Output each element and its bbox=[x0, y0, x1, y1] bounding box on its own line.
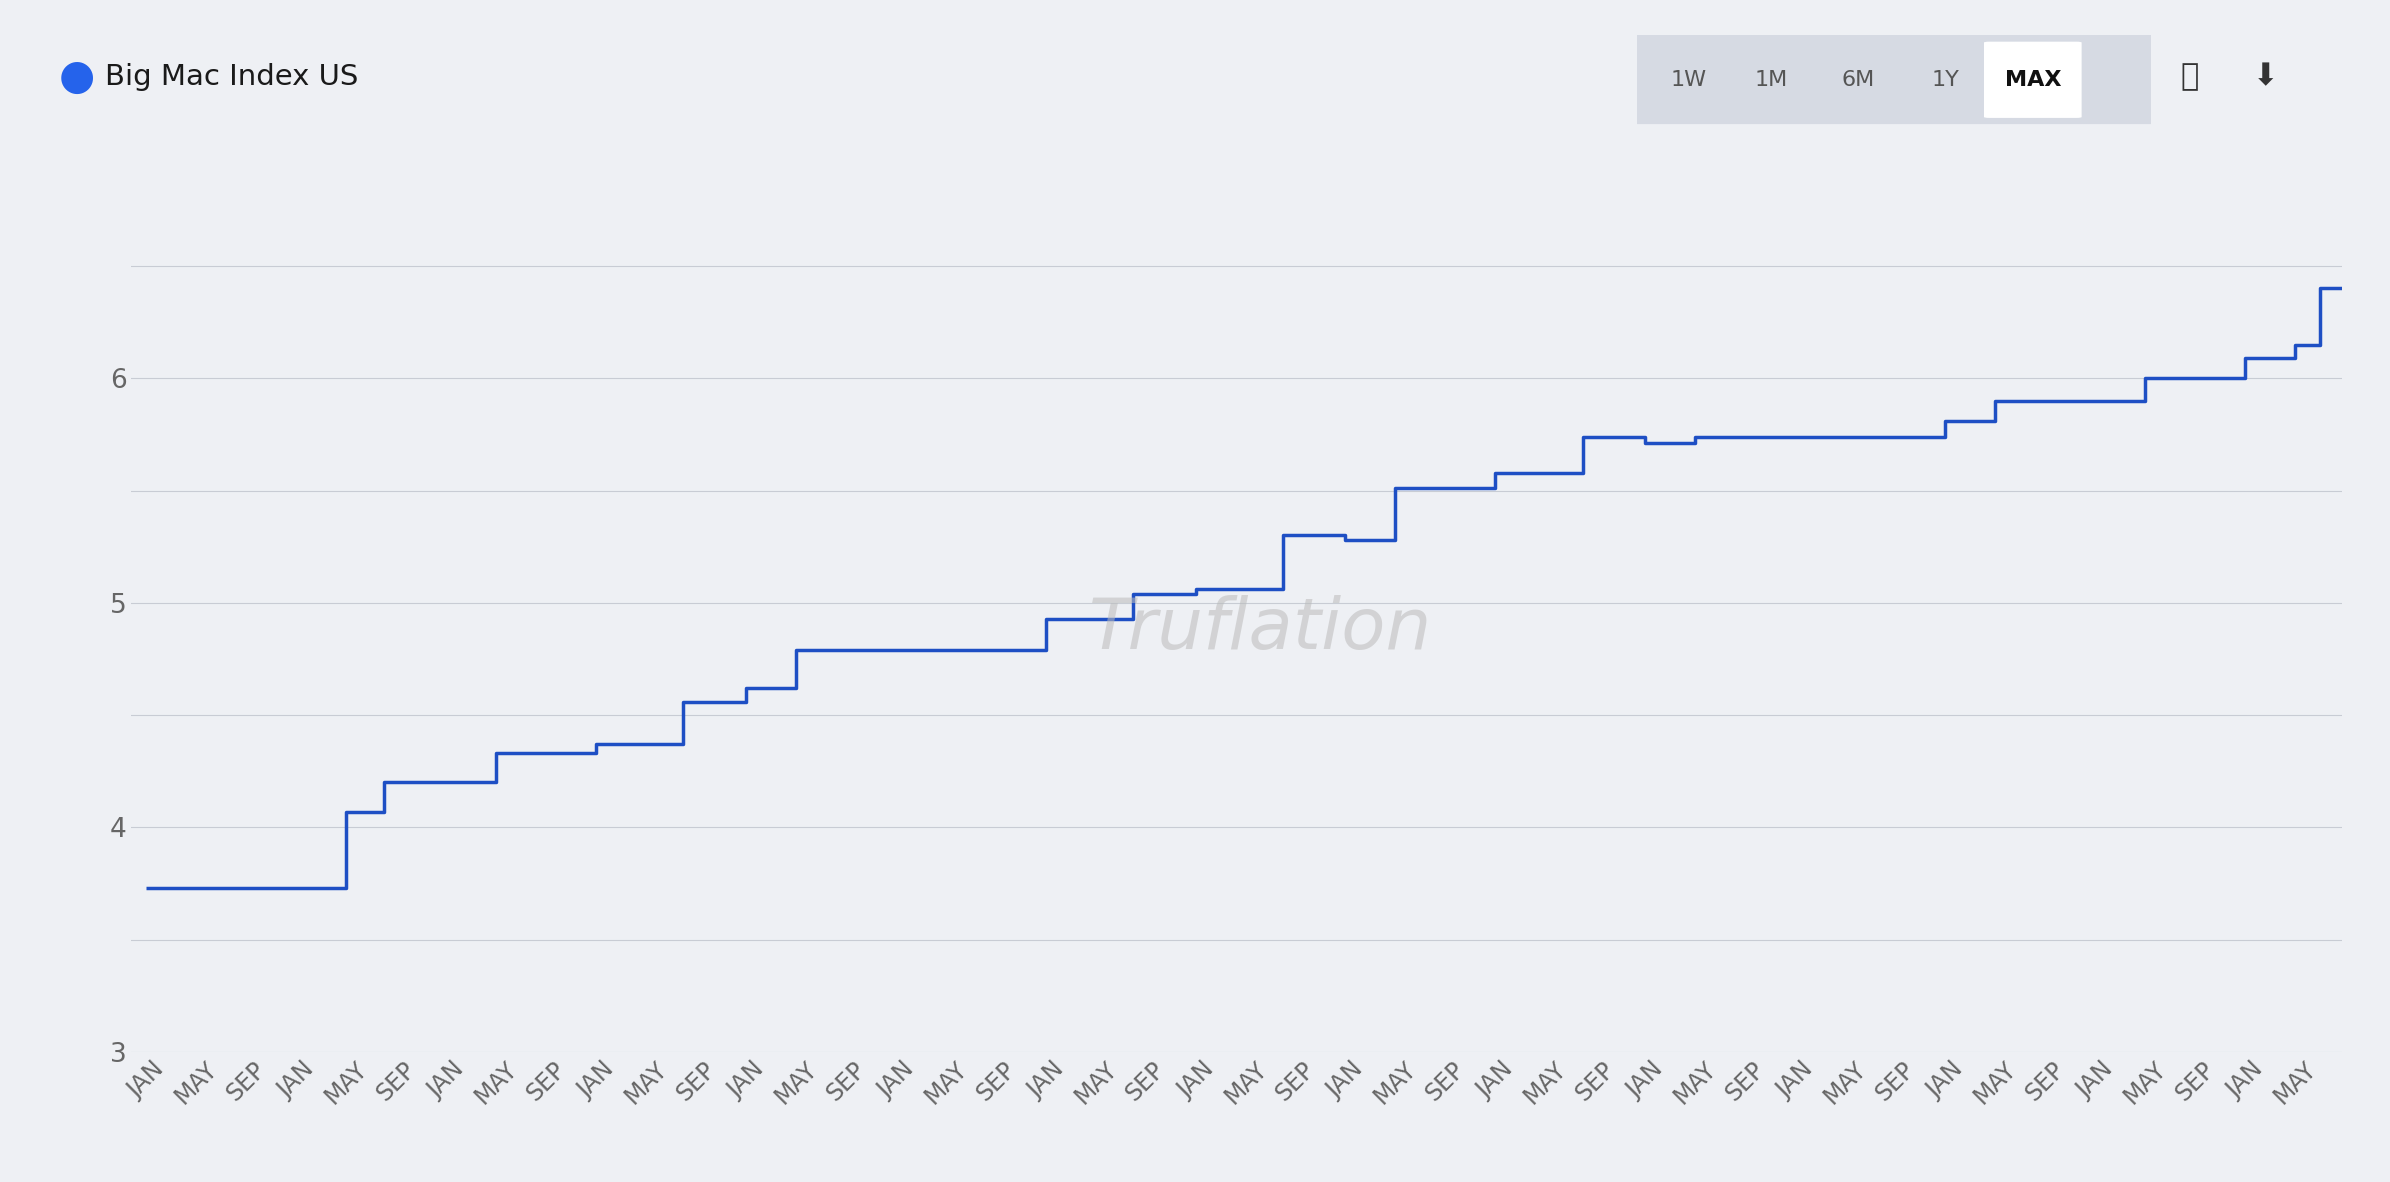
Text: ⬇: ⬇ bbox=[2254, 63, 2278, 91]
Text: ⎆: ⎆ bbox=[2180, 63, 2199, 91]
Text: Truflation: Truflation bbox=[1042, 596, 1432, 664]
Text: MAX: MAX bbox=[2005, 70, 2060, 90]
Text: 1M: 1M bbox=[1754, 70, 1788, 90]
Text: 6M: 6M bbox=[1840, 70, 1874, 90]
FancyBboxPatch shape bbox=[1637, 35, 2151, 124]
Text: 1W: 1W bbox=[1671, 70, 1706, 90]
Text: 1Y: 1Y bbox=[1931, 70, 1960, 90]
FancyBboxPatch shape bbox=[1984, 41, 2082, 118]
Text: ●: ● bbox=[57, 56, 96, 98]
Text: Big Mac Index US: Big Mac Index US bbox=[105, 63, 358, 91]
